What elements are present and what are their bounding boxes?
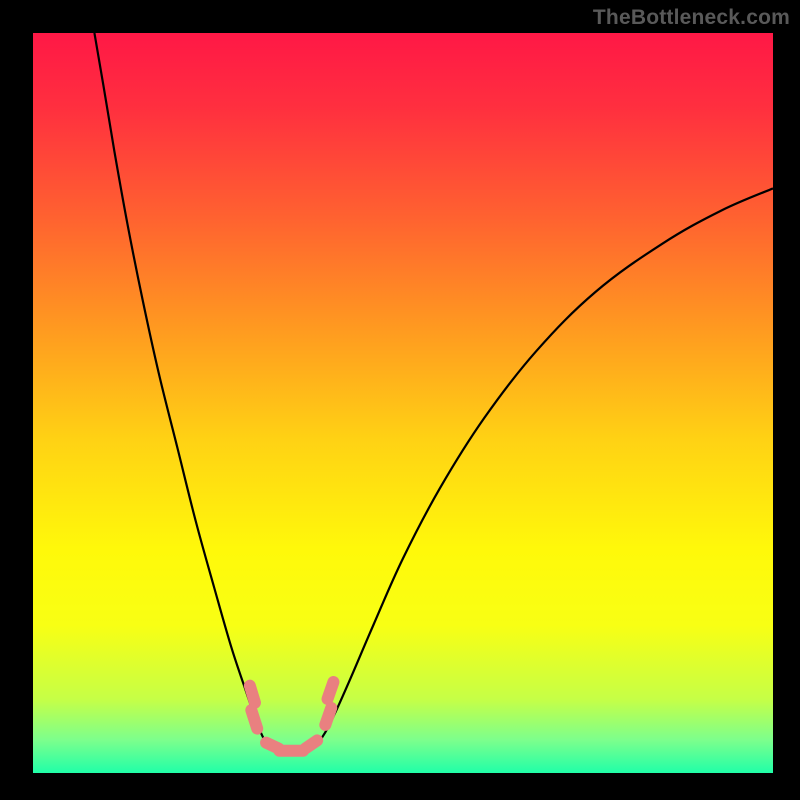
trough-marker [305, 740, 317, 748]
trough-marker [250, 686, 255, 703]
chart-svg [33, 33, 773, 773]
trough-marker [325, 708, 331, 725]
trough-marker [251, 710, 257, 729]
gradient-fill [33, 33, 773, 773]
watermark-text: TheBottleneck.com [593, 6, 790, 30]
plot-area [33, 33, 773, 773]
chart-frame: TheBottleneck.com [0, 0, 800, 800]
trough-marker [328, 682, 334, 699]
